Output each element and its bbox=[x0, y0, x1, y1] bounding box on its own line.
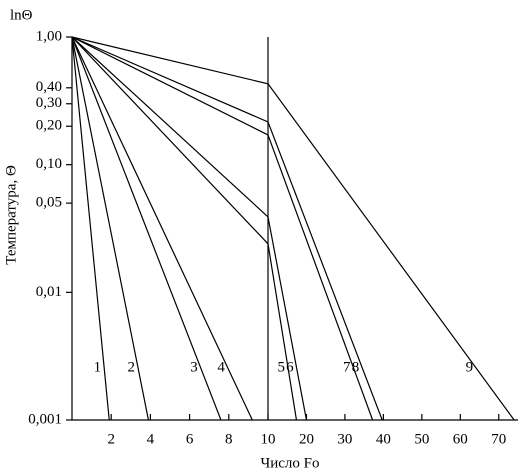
y-tick-label: 0,05 bbox=[36, 195, 62, 211]
y-tick-label: 0,20 bbox=[36, 118, 62, 134]
line-series bbox=[71, 36, 308, 421]
series-label: 6 bbox=[286, 359, 294, 375]
x-tick-label: 30 bbox=[337, 431, 352, 447]
x-tick-label: 40 bbox=[376, 431, 391, 447]
series-label: 9 bbox=[466, 359, 474, 375]
line-series bbox=[71, 36, 110, 421]
y-tick-label: 0,40 bbox=[36, 79, 62, 95]
line-series bbox=[71, 36, 150, 421]
series-label: 8 bbox=[352, 359, 360, 375]
y-tick-label: 0,30 bbox=[36, 95, 62, 111]
y-tick-label: 0,001 bbox=[28, 411, 62, 427]
y-tick-label: 1,00 bbox=[36, 28, 62, 44]
y-tick-label: 0,10 bbox=[36, 156, 62, 172]
y-tick-label: 0,01 bbox=[36, 284, 62, 300]
series-label: 1 bbox=[94, 359, 102, 375]
x-tick-label: 8 bbox=[225, 431, 233, 447]
series-label: 3 bbox=[190, 359, 198, 375]
series-label: 4 bbox=[217, 359, 225, 375]
line-series bbox=[71, 36, 374, 421]
x-tick-label: 60 bbox=[453, 431, 468, 447]
x-tick-label: 70 bbox=[491, 431, 506, 447]
series-label: 2 bbox=[128, 359, 136, 375]
x-tick-label: 50 bbox=[414, 431, 429, 447]
y-axis-label: Температура, Θ bbox=[3, 165, 19, 265]
line-series bbox=[71, 36, 222, 421]
y-axis-top-label: lnΘ bbox=[10, 7, 33, 23]
line-series bbox=[71, 36, 515, 421]
line-series bbox=[71, 36, 383, 421]
x-tick-label: 2 bbox=[107, 431, 115, 447]
line-series bbox=[71, 36, 298, 421]
x-tick-label: 20 bbox=[299, 431, 314, 447]
x-axis-label: Число Fo bbox=[260, 455, 319, 471]
x-tick-label: 4 bbox=[147, 431, 155, 447]
series-label: 7 bbox=[343, 359, 351, 375]
series-label: 5 bbox=[278, 359, 286, 375]
line-series bbox=[71, 36, 253, 421]
x-tick-label: 10 bbox=[261, 431, 276, 447]
x-tick-label: 6 bbox=[186, 431, 194, 447]
